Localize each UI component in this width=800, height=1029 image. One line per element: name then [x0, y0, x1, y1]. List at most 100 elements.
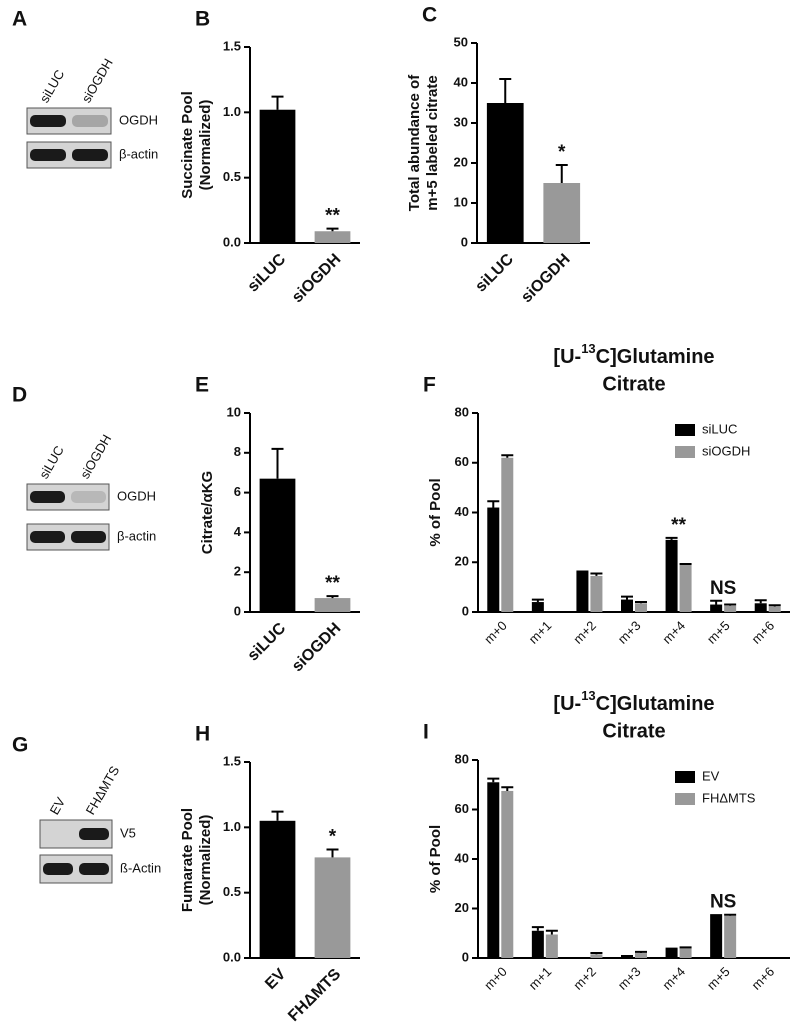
y-tick-label: 20: [455, 900, 469, 915]
error-bar: [501, 454, 514, 458]
error-bar: [531, 926, 544, 931]
y-tick-label: 80: [455, 404, 469, 419]
y-tick-label: 20: [455, 554, 469, 569]
band-label: V5: [120, 825, 136, 840]
chart-subtitle: Citrate: [602, 720, 665, 742]
error-bar: [754, 599, 767, 604]
blot-band: [30, 491, 65, 503]
x-tick-label: siOGDH: [289, 251, 344, 306]
error-bar: [621, 595, 633, 600]
y-axis-label: Citrate/αKG: [199, 471, 216, 554]
panel-letter: I: [423, 721, 429, 744]
bar: [501, 457, 514, 612]
bar: [665, 949, 678, 958]
bar: [259, 820, 296, 958]
error-bar: [576, 570, 589, 573]
bar: [635, 603, 647, 612]
bar: [724, 605, 737, 612]
bar: [545, 934, 558, 958]
error-bar: [555, 164, 568, 183]
x-tick-label: FHΔMTS: [285, 966, 344, 1025]
bar: [679, 564, 692, 612]
panel-letter: G: [12, 734, 28, 757]
blot-band: [72, 115, 108, 127]
y-tick-label: 50: [454, 34, 468, 49]
y-tick-label: 0.5: [223, 169, 241, 184]
lane-label: FHΔMTS: [83, 763, 123, 817]
error-bar: [665, 536, 678, 540]
bar: [314, 598, 351, 612]
x-tick-label: siLUC: [472, 250, 517, 295]
error-bar: [531, 598, 544, 603]
blot-band: [30, 149, 66, 161]
band-label: β-actin: [117, 528, 156, 543]
lane-label: siOGDH: [79, 56, 116, 105]
blot-band: [71, 531, 106, 543]
significance-label: *: [558, 142, 566, 163]
x-tick-label: m+6: [749, 964, 778, 993]
legend-label: siLUC: [702, 421, 737, 436]
error-bar: [271, 95, 284, 110]
y-tick-label: 40: [454, 74, 468, 89]
y-tick-label: 8: [234, 444, 241, 459]
bar: [754, 603, 767, 612]
y-axis-label: Succinate Pool: [179, 91, 196, 199]
error-bar: [590, 952, 603, 955]
error-bar: [635, 950, 647, 954]
y-tick-label: 0.0: [223, 949, 241, 964]
x-tick-label: m+5: [704, 964, 733, 993]
x-tick-label: m+0: [481, 964, 510, 993]
legend-label: siOGDH: [702, 443, 750, 458]
bar: [590, 575, 603, 612]
bar: [487, 782, 500, 958]
blot-band: [43, 863, 73, 875]
x-tick-label: m+5: [704, 618, 733, 647]
error-bar: [724, 913, 737, 916]
title-part: 13: [581, 341, 595, 356]
x-tick-label: m+0: [481, 618, 510, 647]
error-bar: [724, 603, 737, 606]
bar: [665, 539, 678, 612]
y-tick-label: 30: [454, 114, 468, 129]
y-tick-label: 0.0: [223, 234, 241, 249]
title-part: 13: [581, 688, 595, 703]
y-axis-label: Total abundance of: [406, 74, 423, 211]
y-tick-label: 0: [461, 234, 468, 249]
bar: [259, 478, 296, 612]
y-tick-label: 0: [462, 949, 469, 964]
error-bar: [501, 786, 514, 791]
legend-label: EV: [702, 768, 720, 783]
bar: [487, 507, 500, 612]
bar: [531, 602, 544, 612]
lane-label: siLUC: [37, 67, 68, 105]
significance-label: NS: [710, 892, 736, 913]
legend-label: FHΔMTS: [702, 790, 756, 805]
y-axis-label: (Normalized): [197, 100, 214, 191]
bar: [768, 606, 781, 612]
error-bar: [499, 78, 512, 103]
y-tick-label: 60: [455, 454, 469, 469]
y-tick-label: 1.5: [223, 38, 241, 53]
band-label: OGDH: [119, 112, 158, 127]
bar: [621, 956, 633, 958]
error-bar: [271, 447, 284, 479]
y-axis-label: % of Pool: [427, 825, 444, 893]
error-bar: [590, 572, 603, 576]
y-axis-label: % of Pool: [427, 478, 444, 546]
panel-letter: C: [422, 4, 437, 27]
legend-swatch: [675, 771, 695, 783]
lane-label: siLUC: [36, 443, 67, 481]
bar: [710, 604, 723, 612]
bar: [531, 930, 544, 958]
y-axis-label: (Normalized): [197, 815, 214, 906]
panel-letter: H: [195, 723, 210, 746]
chart-title: [U-13C]Glutamine: [553, 341, 714, 368]
legend-swatch: [675, 424, 695, 436]
error-bar: [679, 946, 692, 949]
x-tick-label: m+4: [659, 964, 688, 993]
x-tick-label: m+2: [570, 618, 599, 647]
bar: [590, 954, 603, 958]
y-tick-label: 4: [234, 524, 242, 539]
x-tick-label: m+1: [526, 618, 555, 647]
y-axis-label: Fumarate Pool: [179, 808, 196, 912]
